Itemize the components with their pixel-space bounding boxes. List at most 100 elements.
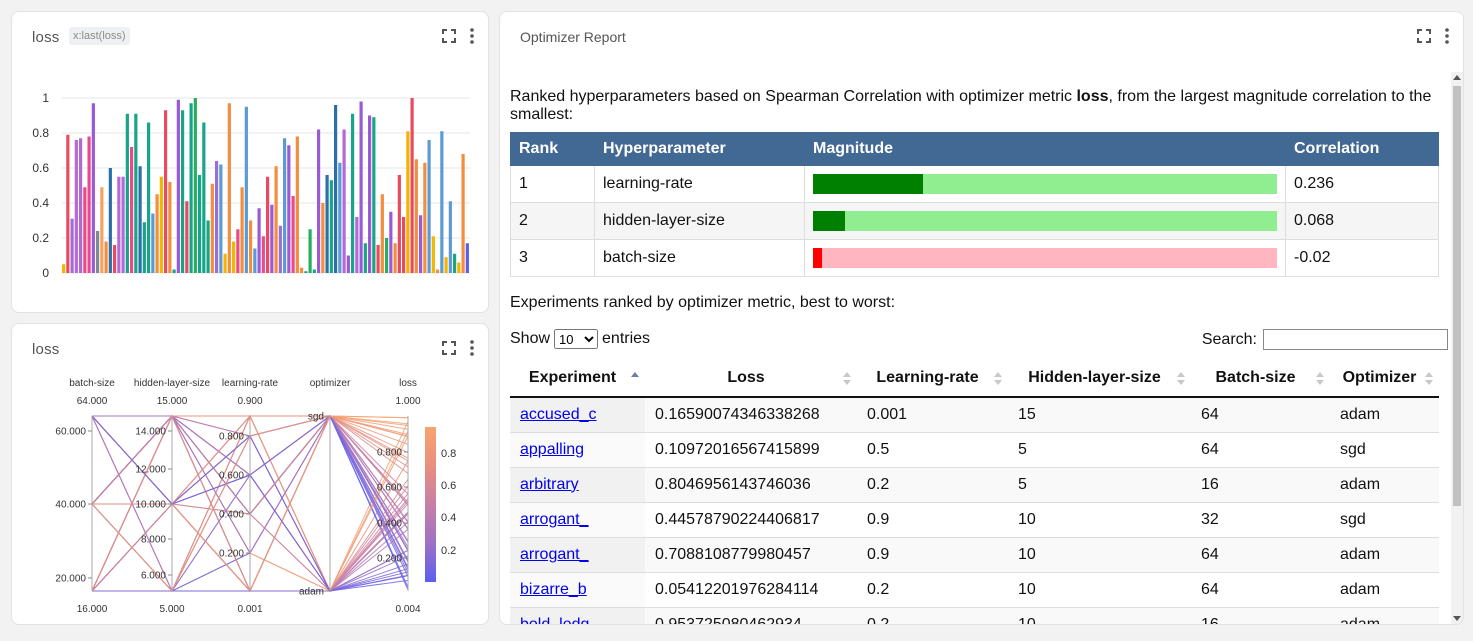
loss-bar[interactable] xyxy=(134,113,138,273)
loss-bar[interactable] xyxy=(79,138,83,273)
loss-bar[interactable] xyxy=(104,241,108,274)
loss-bar[interactable] xyxy=(278,225,282,273)
loss-bar[interactable] xyxy=(91,103,95,273)
loss-bar[interactable] xyxy=(359,101,363,274)
loss-bar[interactable] xyxy=(244,106,248,273)
loss-bar[interactable] xyxy=(138,166,142,273)
loss-bar[interactable] xyxy=(376,245,380,273)
loss-bar[interactable] xyxy=(266,176,270,273)
loss-bar[interactable] xyxy=(461,154,465,273)
loss-bar[interactable] xyxy=(440,131,444,273)
fullscreen-icon[interactable] xyxy=(442,341,456,355)
loss-bar[interactable] xyxy=(74,140,78,273)
sortable-column-header[interactable]: Experiment xyxy=(510,360,645,398)
fullscreen-icon[interactable] xyxy=(442,29,456,43)
loss-bar[interactable] xyxy=(257,208,261,273)
loss-bar[interactable] xyxy=(87,136,91,274)
scroll-up-arrow-icon[interactable] xyxy=(1453,75,1461,80)
loss-bar[interactable] xyxy=(304,271,308,273)
loss-bar[interactable] xyxy=(431,236,435,273)
loss-bar[interactable] xyxy=(372,117,376,273)
loss-bar[interactable] xyxy=(308,229,312,273)
loss-bar[interactable] xyxy=(368,115,372,274)
loss-bar[interactable] xyxy=(70,218,74,273)
loss-bar[interactable] xyxy=(291,196,295,273)
loss-bar[interactable] xyxy=(355,217,359,273)
sortable-column-header[interactable]: Learning-rate xyxy=(857,360,1008,398)
loss-bar[interactable] xyxy=(108,168,112,273)
loss-bar[interactable] xyxy=(410,98,414,273)
loss-bar[interactable] xyxy=(232,241,236,274)
loss-bar[interactable] xyxy=(448,201,452,273)
loss-bar[interactable] xyxy=(295,136,299,274)
loss-bar[interactable] xyxy=(147,122,151,274)
sortable-column-header[interactable]: Loss xyxy=(645,360,857,398)
loss-bar[interactable] xyxy=(317,129,321,274)
loss-bar[interactable] xyxy=(380,194,384,273)
scrollbar-thumb[interactable] xyxy=(1453,86,1461,506)
search-input[interactable] xyxy=(1263,329,1448,350)
loss-bar[interactable] xyxy=(363,243,367,273)
loss-bar[interactable] xyxy=(321,203,325,273)
loss-bar[interactable] xyxy=(113,245,117,273)
loss-bar[interactable] xyxy=(261,236,265,273)
loss-bar[interactable] xyxy=(253,248,257,274)
loss-bar[interactable] xyxy=(283,138,287,273)
loss-bar[interactable] xyxy=(219,164,223,274)
loss-bar[interactable] xyxy=(270,204,274,273)
more-options-icon[interactable] xyxy=(470,28,474,44)
loss-bar[interactable] xyxy=(96,231,100,273)
loss-bar[interactable] xyxy=(312,269,316,274)
loss-bar[interactable] xyxy=(121,176,125,273)
loss-bar[interactable] xyxy=(206,220,210,274)
sortable-column-header[interactable]: Optimizer xyxy=(1330,360,1439,398)
loss-bar[interactable] xyxy=(385,238,389,273)
loss-bar[interactable] xyxy=(397,175,401,273)
loss-bar[interactable] xyxy=(159,176,163,273)
loss-bar[interactable] xyxy=(402,217,406,273)
loss-bar[interactable] xyxy=(329,180,333,273)
loss-bar[interactable] xyxy=(334,105,338,273)
loss-bar[interactable] xyxy=(130,147,134,273)
loss-bar[interactable] xyxy=(164,110,168,273)
loss-bar[interactable] xyxy=(300,267,304,273)
loss-bar[interactable] xyxy=(419,215,423,273)
loss-bar[interactable] xyxy=(406,131,410,273)
experiment-link[interactable]: bold_ledg xyxy=(520,616,589,624)
loss-bar[interactable] xyxy=(151,213,155,274)
loss-bar[interactable] xyxy=(389,211,393,273)
loss-bar[interactable] xyxy=(351,113,355,273)
parallel-coordinates-chart[interactable]: batch-size 64.000 16.000 hidden-layer-size 1… xyxy=(12,372,488,622)
loss-bar[interactable] xyxy=(83,187,87,273)
loss-bar[interactable] xyxy=(236,229,240,273)
loss-bar[interactable] xyxy=(189,103,193,273)
loss-bar[interactable] xyxy=(453,253,457,273)
loss-bar[interactable] xyxy=(325,175,329,273)
experiment-link[interactable]: arrogant_ xyxy=(520,510,589,528)
loss-bar[interactable] xyxy=(66,134,70,273)
loss-bar[interactable] xyxy=(287,145,291,273)
loss-bar[interactable] xyxy=(210,183,214,273)
loss-bar[interactable] xyxy=(181,110,185,273)
loss-bar[interactable] xyxy=(457,262,461,274)
loss-bar[interactable] xyxy=(444,257,448,273)
loss-bar[interactable] xyxy=(249,220,253,274)
loss-bar[interactable] xyxy=(223,253,227,273)
fullscreen-icon[interactable] xyxy=(1417,29,1431,43)
loss-bar[interactable] xyxy=(100,187,104,273)
loss-bar[interactable] xyxy=(202,122,206,274)
loss-bar[interactable] xyxy=(172,269,176,274)
loss-bar[interactable] xyxy=(393,243,397,273)
loss-bar[interactable] xyxy=(142,222,146,273)
loss-bar[interactable] xyxy=(176,99,180,273)
loss-bar[interactable] xyxy=(215,161,219,273)
loss-bar[interactable] xyxy=(117,176,121,273)
loss-bar[interactable] xyxy=(62,264,66,273)
more-options-icon[interactable] xyxy=(1445,28,1449,44)
loss-bar[interactable] xyxy=(346,255,350,274)
report-scrollbar[interactable] xyxy=(1451,72,1463,624)
loss-bar[interactable] xyxy=(414,159,418,273)
scroll-down-arrow-icon[interactable] xyxy=(1453,616,1461,621)
sortable-column-header[interactable]: Hidden-layer-size xyxy=(1008,360,1191,398)
loss-bar[interactable] xyxy=(227,103,231,273)
